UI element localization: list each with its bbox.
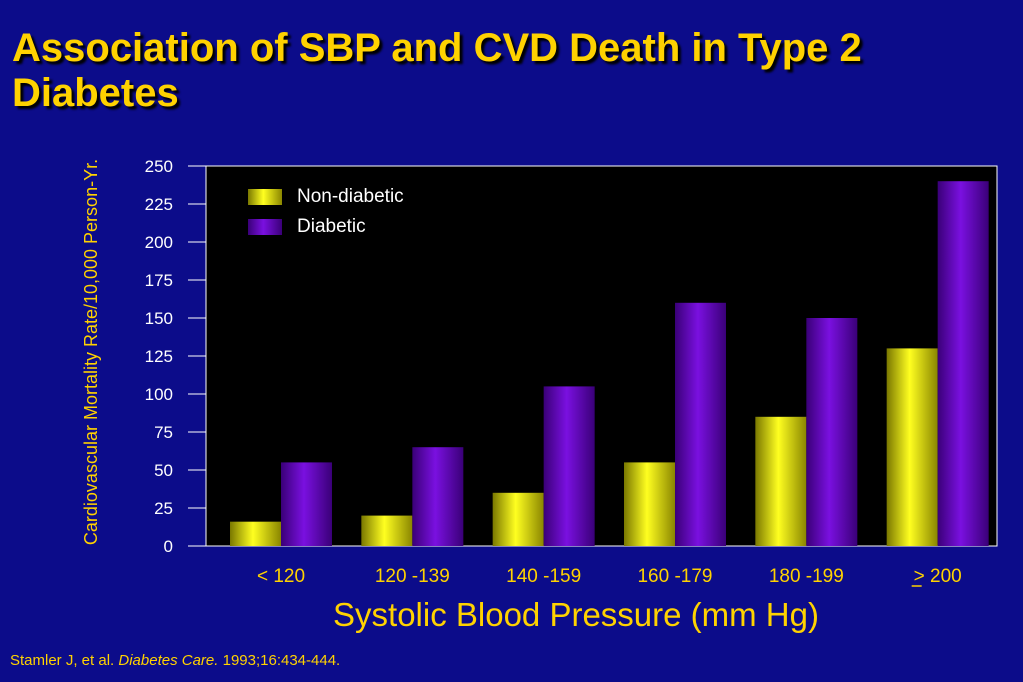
bar-diabetic [281, 462, 332, 546]
y-tick-label: 100 [145, 385, 173, 404]
y-tick-label: 25 [154, 499, 173, 518]
bar-non-diabetic [755, 416, 807, 546]
citation-details: 1993;16:434-444. [222, 652, 341, 669]
y-tick-label: 75 [154, 423, 173, 442]
x-tick-label: 140 -159 [506, 566, 581, 587]
bar-diabetic [675, 302, 726, 546]
x-tick-label: < 120 [257, 566, 305, 587]
y-tick-label: 150 [145, 309, 173, 328]
y-tick-label: 250 [145, 157, 173, 176]
bar-diabetic [937, 181, 989, 546]
citation: Stamler J, et al. Diabetes Care. 1993;16… [10, 652, 340, 669]
y-tick-label: 200 [145, 233, 173, 252]
x-tick-label: 180 -199 [769, 566, 844, 587]
y-tick-label: 125 [145, 347, 173, 366]
citation-authors: Stamler J, et al. [10, 652, 115, 669]
x-axis-title: Systolic Blood Pressure (mm Hg) [333, 596, 819, 633]
bar-diabetic [543, 386, 595, 546]
legend-swatch-non-diabetic [248, 189, 282, 205]
bar-non-diabetic [624, 462, 675, 546]
bar-non-diabetic [230, 521, 281, 546]
x-tick-label: 160 -179 [637, 566, 712, 587]
legend-swatch-diabetic [248, 219, 282, 235]
plot-area [205, 165, 998, 547]
y-tick-label: 0 [164, 537, 173, 556]
bar-non-diabetic [492, 492, 544, 546]
slide-title: Association of SBP and CVD Death in Type… [12, 26, 862, 115]
y-tick-label: 175 [145, 271, 173, 290]
bar-non-diabetic [361, 515, 413, 546]
legend-label-non-diabetic: Non-diabetic [297, 186, 404, 207]
legend-label-diabetic: Diabetic [297, 216, 366, 237]
bar-diabetic [806, 318, 858, 546]
y-tick-label: 225 [145, 195, 173, 214]
bar-diabetic [412, 447, 464, 546]
y-tick-label: 50 [154, 461, 173, 480]
x-tick-label: 120 -139 [375, 566, 450, 587]
citation-journal: Diabetes Care. [118, 652, 219, 669]
x-tick-label: > 200 [914, 566, 962, 587]
bar-non-diabetic [886, 348, 938, 546]
y-axis-title: Cardiovascular Mortality Rate/10,000 Per… [81, 159, 101, 545]
